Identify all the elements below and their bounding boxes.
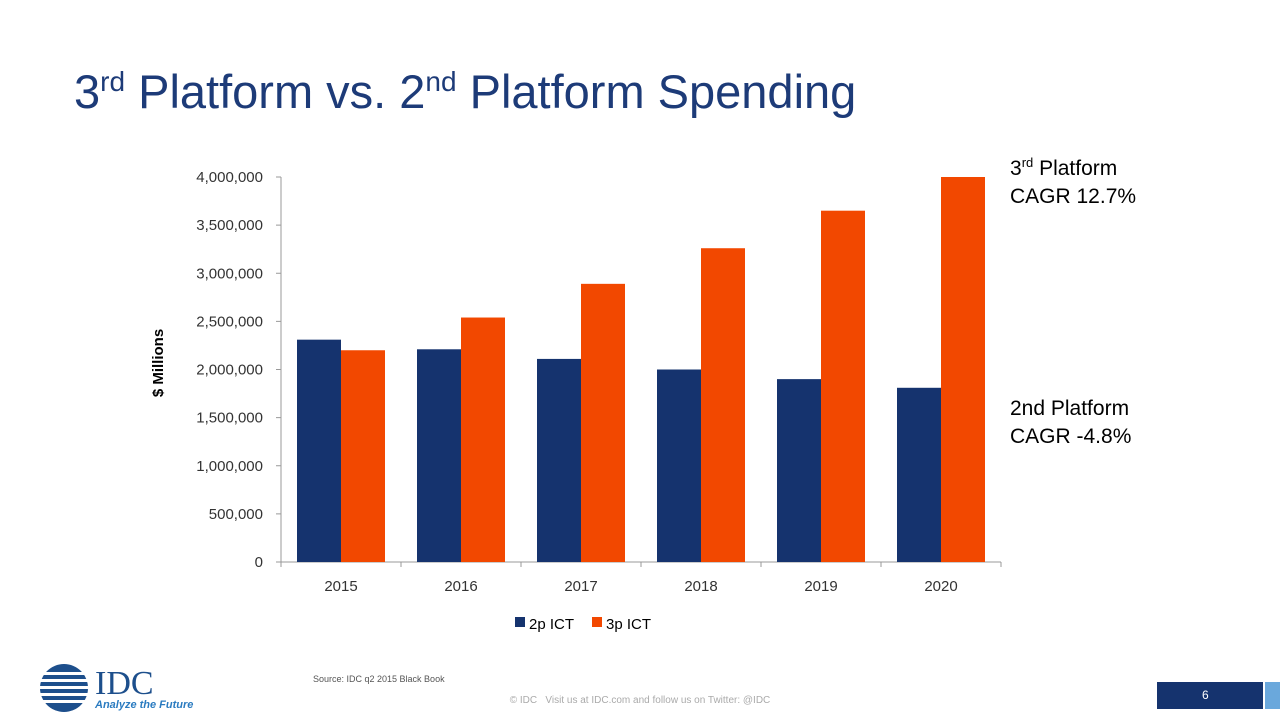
y-tick-label: 3,500,000 <box>196 217 263 234</box>
bar <box>297 339 341 562</box>
footer: © IDC Visit us at IDC.com and follow us … <box>510 695 771 706</box>
title-part: 3 <box>74 65 100 118</box>
y-tick-label: 4,000,000 <box>196 169 263 186</box>
y-tick-label: 1,000,000 <box>196 458 263 475</box>
bar <box>341 350 385 562</box>
x-tick-label: 2019 <box>804 578 837 595</box>
title-superscript: nd <box>425 66 456 97</box>
bar <box>701 248 745 562</box>
legend-swatch <box>592 617 602 627</box>
annotation: 3rd Platform <box>1010 155 1117 180</box>
bar <box>461 317 505 562</box>
bar <box>417 349 461 562</box>
y-tick-label: 500,000 <box>209 506 263 523</box>
legend-label: 2p ICT <box>529 616 574 633</box>
bar <box>821 210 865 562</box>
y-tick-label: 2,000,000 <box>196 362 263 379</box>
page-badge <box>1157 682 1263 709</box>
x-tick-label: 2015 <box>324 578 357 595</box>
annotation: CAGR 12.7% <box>1010 185 1136 208</box>
y-tick-label: 0 <box>255 554 263 571</box>
bar <box>777 379 821 562</box>
page-strip <box>1265 682 1280 709</box>
annotation-part: CAGR 12.7% <box>1010 185 1136 208</box>
annotation-part: 2nd Platform <box>1010 397 1129 420</box>
annotation-part: Platform <box>1033 157 1117 180</box>
slide-title: 3rd Platform vs. 2nd Platform Spending <box>74 65 856 118</box>
legend-swatch <box>515 617 525 627</box>
logo-tagline: Analyze the Future <box>94 699 193 711</box>
title-part: Platform Spending <box>457 65 857 118</box>
logo-stripes <box>38 672 90 703</box>
page-number: 6 <box>1202 688 1209 702</box>
y-tick-label: 2,500,000 <box>196 313 263 330</box>
annotation-part: CAGR -4.8% <box>1010 425 1131 448</box>
bar <box>941 177 985 562</box>
legend-label: 3p ICT <box>606 616 651 633</box>
bar <box>657 369 701 562</box>
annotation-part: 3 <box>1010 157 1022 180</box>
x-tick-label: 2018 <box>684 578 717 595</box>
logo: IDC Analyze the Future <box>38 664 193 712</box>
source-note: Source: IDC q2 2015 Black Book <box>313 674 445 684</box>
bar <box>537 358 581 562</box>
title-part: Platform vs. 2 <box>125 65 425 118</box>
annotation-superscript: rd <box>1022 155 1034 170</box>
logo-name: IDC <box>95 665 154 702</box>
y-axis-label: $ Millions <box>150 329 167 397</box>
y-tick-label: 3,000,000 <box>196 265 263 282</box>
x-tick-label: 2016 <box>444 578 477 595</box>
bar <box>897 387 941 562</box>
annotation: 2nd Platform <box>1010 397 1129 420</box>
y-tick-label: 1,500,000 <box>196 410 263 427</box>
x-tick-label: 2017 <box>564 578 597 595</box>
title-superscript: rd <box>100 66 125 97</box>
annotation: CAGR -4.8% <box>1010 425 1131 448</box>
bar <box>581 283 625 562</box>
x-tick-label: 2020 <box>924 578 957 595</box>
